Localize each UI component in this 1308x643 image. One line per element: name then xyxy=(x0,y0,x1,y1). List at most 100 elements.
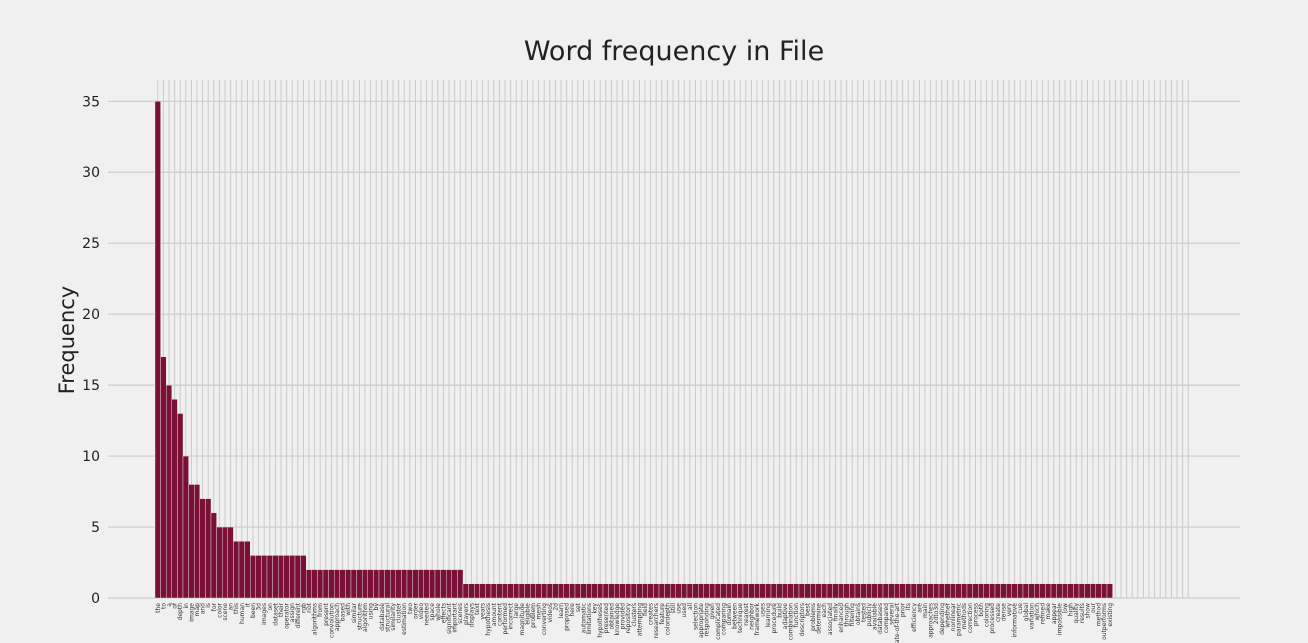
bar xyxy=(642,583,649,599)
x-tick-label: eligible xyxy=(524,603,531,625)
x-tick-label: text xyxy=(474,602,481,614)
x-tick-label: processed xyxy=(989,603,996,634)
bar xyxy=(233,541,240,599)
x-tick-label: players xyxy=(463,603,470,625)
x-tick-label: two xyxy=(407,603,414,614)
x-tick-label: uses xyxy=(760,603,767,617)
x-tick-label: years xyxy=(480,603,487,620)
x-tick-label: converting xyxy=(541,603,548,635)
bar xyxy=(742,583,749,599)
x-tick-label: problems xyxy=(810,603,817,631)
bar xyxy=(1022,583,1029,599)
bar xyxy=(748,583,755,599)
x-tick-label: estimation xyxy=(401,603,408,635)
bar xyxy=(569,583,576,599)
x-tick-label: appear xyxy=(1051,602,1058,624)
x-tick-label: compared xyxy=(883,603,890,633)
bar xyxy=(1061,583,1068,599)
bar xyxy=(1017,583,1024,599)
x-tick-label: colordepth xyxy=(664,603,671,635)
x-tick-label: depth xyxy=(177,603,184,621)
bar xyxy=(636,583,643,599)
bar xyxy=(446,569,453,599)
x-tick-label: its xyxy=(905,603,912,610)
x-tick-label: feature xyxy=(659,603,666,625)
x-tick-label: effects xyxy=(440,603,447,623)
x-tick-label: attempting xyxy=(636,603,643,637)
y-axis-label: Frequency xyxy=(55,286,79,395)
bar xyxy=(793,583,800,599)
bar xyxy=(390,569,397,599)
x-tick-label: important xyxy=(452,602,459,632)
bar xyxy=(720,583,727,599)
bar xyxy=(1067,583,1074,599)
bar xyxy=(490,583,497,599)
bar xyxy=(311,569,318,599)
bar xyxy=(378,569,385,599)
bar xyxy=(249,555,256,599)
x-tick-label: approaches xyxy=(928,603,935,638)
x-tick-label: 2d xyxy=(552,603,559,611)
bar xyxy=(927,583,934,599)
bar xyxy=(608,583,615,599)
bar xyxy=(922,583,929,599)
bar xyxy=(434,569,441,599)
x-tick-label: several xyxy=(888,603,895,625)
bar xyxy=(894,583,901,599)
bar xyxy=(994,583,1001,599)
bar xyxy=(401,569,408,599)
bar xyxy=(524,583,531,599)
x-tick-label: associated xyxy=(827,603,834,635)
bar xyxy=(367,569,374,599)
bar xyxy=(675,583,682,599)
bar xyxy=(496,583,503,599)
bar xyxy=(1050,583,1057,599)
bar xyxy=(199,498,206,599)
bar xyxy=(1101,583,1108,599)
x-tick-label: efficiency xyxy=(911,603,918,632)
x-tick-label: combination xyxy=(788,603,795,640)
x-tick-label: coloring xyxy=(984,603,991,627)
bar xyxy=(574,583,581,599)
x-tick-label: present xyxy=(323,602,330,625)
bar xyxy=(1006,583,1013,599)
bar xyxy=(1095,583,1102,599)
y-tick-label: 20 xyxy=(82,307,100,323)
x-tick-label: results xyxy=(1079,603,1086,623)
x-tick-label: video xyxy=(418,603,425,620)
x-tick-label: high xyxy=(1068,603,1075,616)
x-tick-label: build xyxy=(776,603,783,618)
bar xyxy=(193,484,200,599)
bar xyxy=(938,583,945,599)
x-tick-label: presented xyxy=(603,603,610,633)
x-tick-label: space xyxy=(429,603,436,621)
bar xyxy=(171,399,178,599)
bar xyxy=(350,569,357,599)
x-tick-label: field xyxy=(642,603,649,616)
bar xyxy=(933,583,940,599)
x-tick-label: clusters xyxy=(631,603,638,627)
bar xyxy=(362,569,369,599)
bar xyxy=(468,583,475,599)
x-tick-label: database xyxy=(379,603,386,631)
bar xyxy=(877,583,884,599)
x-tick-label: responding xyxy=(704,603,711,637)
x-tick-label: low xyxy=(1062,603,1069,613)
x-tick-label: cluster xyxy=(396,602,403,623)
bar xyxy=(306,569,313,599)
bar xyxy=(289,555,296,599)
x-tick-label: proposed xyxy=(564,603,571,631)
x-tick-label: refined xyxy=(1040,603,1047,624)
bar xyxy=(681,583,688,599)
x-tick-label: 3d xyxy=(256,603,263,611)
bar xyxy=(513,583,520,599)
x-tick-label: scenes xyxy=(457,603,464,624)
x-tick-label: by xyxy=(373,603,380,611)
bar xyxy=(221,526,228,599)
x-tick-label: parametric xyxy=(956,603,963,636)
x-tick-label: amount xyxy=(491,602,498,626)
x-tick-label: tested xyxy=(860,603,867,622)
bar xyxy=(776,583,783,599)
x-tick-label: adaptive xyxy=(782,603,789,630)
x-tick-label: both xyxy=(978,603,985,617)
